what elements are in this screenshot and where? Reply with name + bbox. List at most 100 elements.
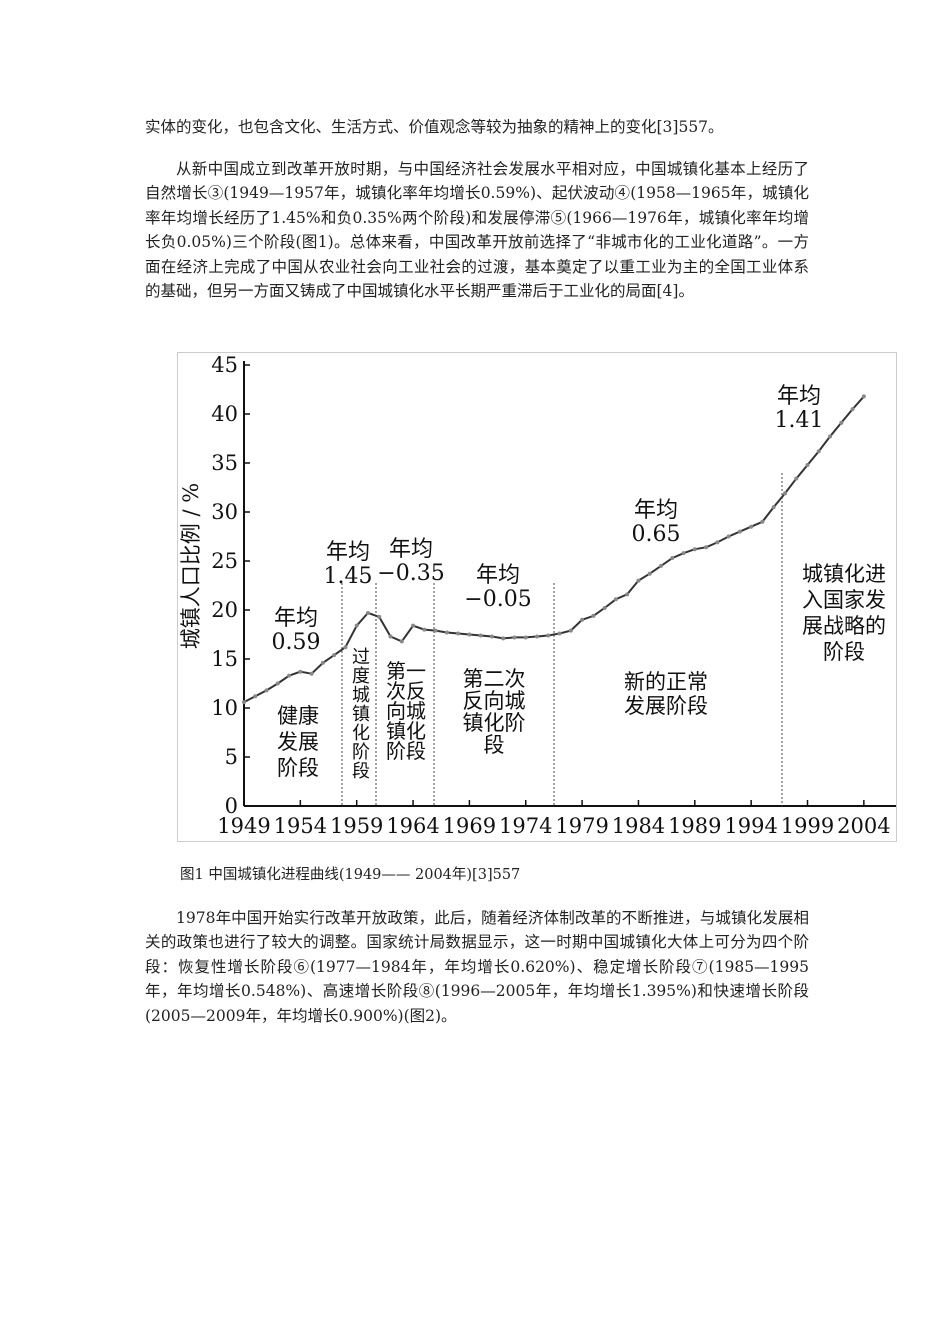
data-point	[850, 407, 855, 412]
annotation: 阶段	[386, 739, 426, 763]
annotation: 年均	[777, 384, 821, 409]
data-point	[467, 632, 472, 637]
data-point	[580, 617, 585, 622]
annotation: 年均	[274, 606, 318, 631]
annotation: 发展阶段	[624, 694, 708, 718]
annotation: 第二次	[463, 667, 526, 691]
y-tick-label: 35	[211, 451, 238, 475]
annotation: 过	[352, 647, 370, 668]
data-point	[828, 434, 833, 439]
annotation: 次反	[386, 679, 426, 703]
x-tick-label: 1984	[612, 814, 665, 838]
data-point	[658, 563, 663, 568]
data-point	[365, 610, 370, 615]
y-tick-label: 40	[211, 402, 238, 426]
y-tick-label: 25	[211, 549, 238, 573]
data-point	[388, 634, 393, 639]
y-tick-label: 10	[211, 696, 238, 720]
annotation: −0.35	[377, 561, 444, 586]
data-point	[287, 673, 292, 678]
x-tick-label: 1964	[386, 814, 439, 838]
data-point	[275, 681, 280, 686]
data-point	[478, 633, 483, 638]
annotation: 段	[352, 761, 370, 782]
data-point	[557, 631, 562, 636]
data-point	[839, 420, 844, 425]
annotation: 入国家发	[802, 588, 886, 612]
data-point	[343, 645, 348, 650]
data-point	[782, 491, 787, 496]
annotation: 向城	[386, 699, 426, 723]
x-tick-label: 1949	[217, 814, 270, 838]
annotation: 镇	[352, 704, 370, 725]
annotation: 年均	[634, 498, 678, 523]
data-point	[546, 633, 551, 638]
annotation: 展战略的	[802, 614, 886, 638]
annotation: 反向城	[463, 689, 526, 713]
x-tick-label: 1979	[555, 814, 608, 838]
figure-caption: 图1 中国城镇化进程曲线(1949—— 2004年)[3]557	[180, 867, 521, 883]
annotation: 健康	[277, 704, 319, 728]
y-tick-label: 30	[211, 500, 238, 524]
annotation: 阶	[352, 742, 370, 763]
annotation: −0.05	[464, 587, 531, 612]
data-point	[715, 540, 720, 545]
data-point	[444, 630, 449, 635]
data-point	[309, 671, 314, 676]
annotation: 发展	[277, 730, 319, 754]
x-tick-label: 1994	[724, 814, 777, 838]
data-point	[602, 606, 607, 611]
data-point	[647, 571, 652, 576]
annotation: 年均	[389, 537, 433, 562]
y-tick-label: 45	[211, 353, 238, 377]
y-tick-label: 5	[225, 745, 238, 769]
data-point	[613, 597, 618, 602]
data-point	[805, 462, 810, 467]
annotation: 阶段	[277, 756, 319, 780]
data-point	[433, 628, 438, 633]
annotation: 年均	[326, 540, 370, 565]
annotation: 化	[352, 723, 370, 744]
x-tick-label: 2004	[837, 814, 890, 838]
data-point	[704, 545, 709, 550]
data-point	[568, 628, 573, 633]
data-point	[692, 547, 697, 552]
annotation: 城	[352, 685, 370, 706]
paragraph: 从新中国成立到改革开放时期，与中国经济社会发展水平相对应，中国城镇化基本上经历了…	[145, 160, 809, 301]
data-point	[771, 505, 776, 510]
data-point	[456, 631, 461, 636]
annotation: 镇化阶	[463, 711, 526, 735]
data-point	[242, 700, 246, 705]
annotation: 镇化	[386, 719, 426, 743]
data-point	[512, 635, 517, 640]
data-point	[591, 613, 596, 618]
x-tick-label: 1954	[274, 814, 327, 838]
annotation: 1.41	[775, 408, 824, 433]
data-point	[636, 578, 641, 583]
annotation: 0.65	[632, 522, 681, 547]
data-point	[489, 634, 494, 639]
y-tick-label: 0	[225, 794, 238, 818]
data-point	[670, 556, 675, 561]
annotation: 0.59	[272, 630, 321, 655]
paragraph: 实体的变化，也包含文化、生活方式、价值观念等较为抽象的精神上的变化[3]557。	[145, 118, 724, 136]
data-line	[243, 395, 865, 703]
data-point	[411, 623, 416, 628]
x-tick-label: 1969	[443, 814, 496, 838]
data-point	[861, 394, 866, 399]
data-point	[501, 636, 506, 641]
x-tick-label: 1974	[499, 814, 552, 838]
data-point	[681, 551, 686, 556]
data-point	[749, 524, 754, 529]
data-point	[253, 694, 258, 699]
annotation: 第一	[386, 659, 426, 683]
annotation: 阶段	[823, 640, 865, 664]
data-point	[794, 476, 799, 481]
data-point	[535, 634, 540, 639]
data-point	[298, 669, 303, 674]
annotation: 1.45	[324, 564, 373, 589]
y-tick-label: 20	[211, 598, 238, 622]
paragraph: 1978年中国开始实行改革开放政策，此后，随着经济体制改革的不断推进，与城镇化发…	[145, 909, 809, 1025]
